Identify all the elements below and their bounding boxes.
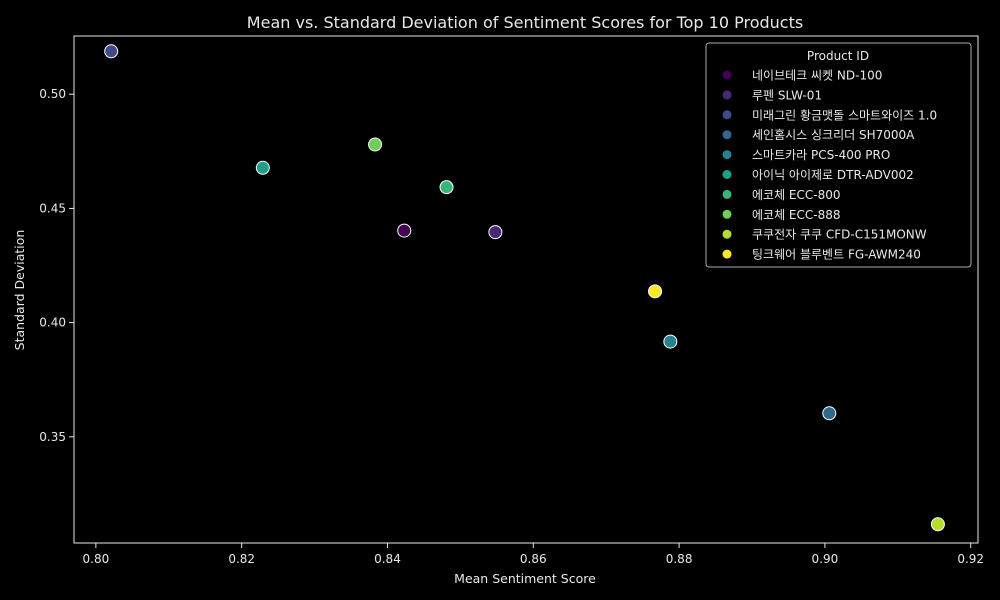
legend-title: Product ID [807, 49, 869, 63]
legend-label: 세인홈시스 싱크리더 SH7000A [752, 128, 915, 142]
data-point [439, 180, 454, 195]
legend-label: 네이브테크 씨켓 ND-100 [752, 69, 882, 83]
legend-marker [722, 90, 732, 100]
legend-marker [722, 189, 732, 199]
legend-marker [722, 110, 732, 120]
y-tick-label: 0.50 [39, 87, 66, 101]
data-point [488, 225, 503, 240]
data-point [663, 334, 678, 349]
legend-marker [722, 249, 732, 259]
data-point [822, 406, 837, 421]
y-axis-ticks: 0.35 0.40 0.45 0.50 [39, 87, 74, 444]
x-tick-label: 0.82 [228, 552, 255, 566]
x-tick-label: 0.88 [666, 552, 693, 566]
legend-frame [705, 42, 972, 268]
data-point [255, 160, 270, 175]
x-tick-label: 0.92 [957, 552, 984, 566]
y-tick-label: 0.35 [39, 430, 66, 444]
legend-marker [722, 229, 732, 239]
y-tick-label: 0.45 [39, 201, 66, 215]
data-points [104, 44, 945, 532]
legend-label: 스마트카라 PCS-400 PRO [752, 148, 890, 162]
legend-label: 에코체 ECC-800 [752, 188, 841, 202]
x-tick-label: 0.90 [812, 552, 839, 566]
x-tick-label: 0.86 [520, 552, 547, 566]
x-tick-label: 0.84 [374, 552, 401, 566]
legend-label: 에코체 ECC-888 [752, 208, 841, 222]
data-point [648, 284, 663, 299]
data-point [930, 517, 945, 532]
data-point [368, 137, 383, 152]
plot-area [73, 35, 979, 544]
legend-marker [722, 150, 732, 160]
chart-title: Mean vs. Standard Deviation of Sentiment… [247, 13, 803, 32]
legend-marker [722, 130, 732, 140]
x-axis-ticks: 0.80 0.82 0.84 0.86 0.88 0.90 0.92 [83, 543, 984, 566]
x-tick-label: 0.80 [83, 552, 110, 566]
legend-marker [722, 209, 732, 219]
legend-marker [722, 170, 732, 179]
y-tick-label: 0.40 [39, 316, 66, 330]
legend-label: 아이닉 아이제로 DTR-ADV002 [752, 168, 914, 182]
legend-label: 미래그린 황금맷돌 스마트와이즈 1.0 [752, 108, 937, 122]
data-point [397, 223, 412, 238]
x-axis-label: Mean Sentiment Score [454, 571, 596, 586]
legend-label: 쿠쿠전자 쿠쿠 CFD-C151MONW [752, 228, 927, 242]
legend-items: 네이브테크 씨켓 ND-100 루펜 SLW-01 미래그린 황금맷돌 스마트와이즈… [722, 69, 937, 262]
legend-label: 팅크웨어 블루벤트 FG-AWM240 [752, 248, 921, 262]
legend-marker [722, 70, 732, 80]
y-axis-label: Standard Deviation [12, 230, 27, 351]
legend-label: 루펜 SLW-01 [752, 88, 822, 102]
plot-frame [73, 35, 979, 544]
legend: Product ID 네이브테크 씨켓 ND-100 루펜 SLW-01 미래그린 … [705, 42, 972, 268]
data-point [104, 44, 119, 59]
